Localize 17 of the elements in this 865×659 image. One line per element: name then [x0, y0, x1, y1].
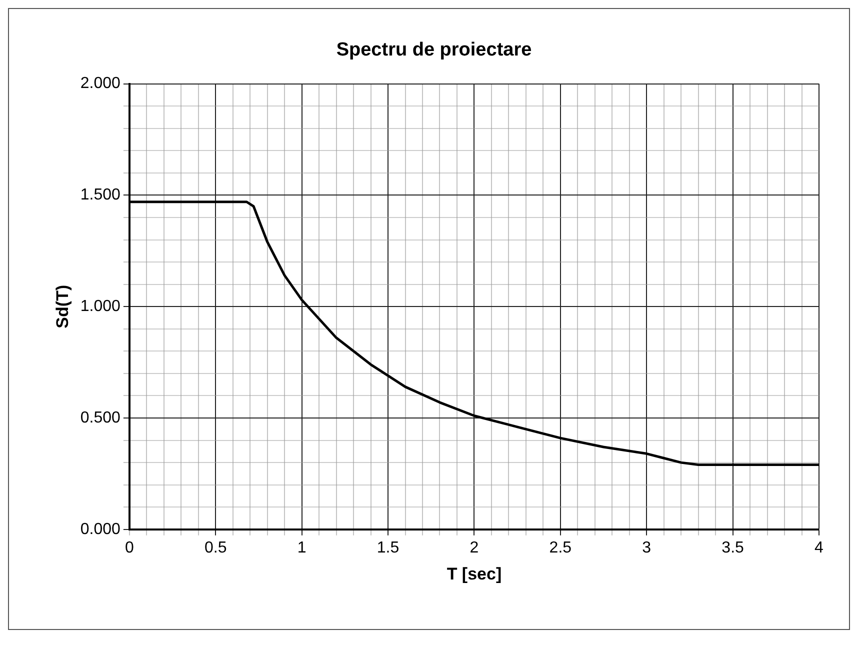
- y-tick-label: 1.000: [80, 298, 121, 316]
- x-tick-label: 2: [470, 539, 479, 556]
- chart-title: Spectru de proiectare: [336, 40, 532, 61]
- y-tick-label: 2.000: [80, 75, 121, 92]
- x-tick-label: 0.5: [204, 539, 227, 556]
- x-tick-label: 3: [642, 539, 652, 556]
- y-tick-label: 1.500: [80, 186, 121, 204]
- y-tick-label: 0.000: [80, 520, 121, 538]
- y-axis-title: Sd(T): [52, 284, 72, 328]
- x-tick-label: 3.5: [722, 539, 744, 556]
- x-tick-label: 2.5: [549, 539, 572, 556]
- x-tick-label: 1.5: [376, 539, 400, 556]
- y-tick-label: 0.500: [80, 409, 121, 426]
- x-axis-title: T [sec]: [446, 564, 502, 584]
- x-tick-label: 0: [124, 539, 134, 556]
- x-tick-label: 1: [297, 539, 306, 556]
- x-tick-label: 4: [814, 539, 824, 556]
